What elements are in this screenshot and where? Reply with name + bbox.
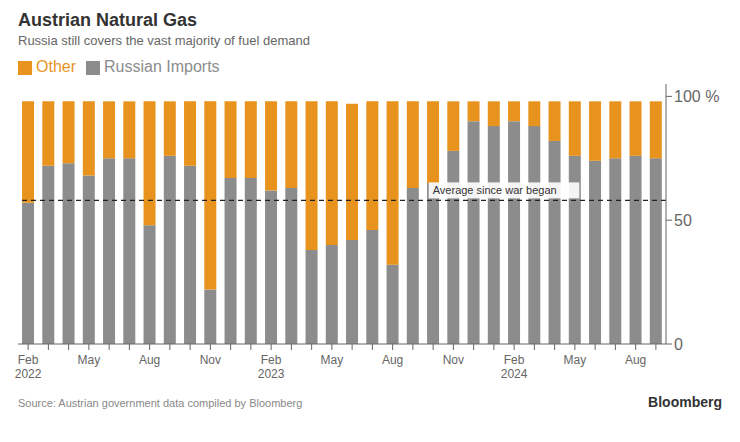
svg-text:Feb2024: Feb2024 [501, 353, 528, 381]
html-text:Austrian Natural Gas: Austrian Natural Gas [18, 10, 198, 30]
html-text:Russia still covers the vast m: Russia still covers the vast majority of… [18, 33, 310, 48]
svg-text:May: May [78, 353, 101, 367]
svg-text:Aug: Aug [139, 353, 160, 367]
svg-text:50: 50 [674, 212, 692, 229]
svg-text:May: May [564, 353, 587, 367]
svg-text:Aug: Aug [625, 353, 646, 367]
svg-text:Feb2022: Feb2022 [15, 353, 42, 381]
svg-text:May: May [321, 353, 344, 367]
svg-text:Average since war began: Average since war began [433, 184, 557, 196]
svg-text:Nov: Nov [200, 353, 221, 367]
html-text:Bloomberg: Bloomberg [648, 394, 722, 410]
svg-text:Nov: Nov [443, 353, 464, 367]
html-text:Source: Austrian government da: Source: Austrian government data compile… [18, 397, 303, 409]
html-text:Russian Imports: Russian Imports [104, 58, 220, 75]
svg-text:0: 0 [674, 336, 683, 353]
html-text:Other: Other [36, 58, 76, 75]
svg-text:Feb2023: Feb2023 [258, 353, 285, 381]
svg-text:100 %: 100 % [674, 88, 719, 105]
svg-text:Aug: Aug [382, 353, 403, 367]
